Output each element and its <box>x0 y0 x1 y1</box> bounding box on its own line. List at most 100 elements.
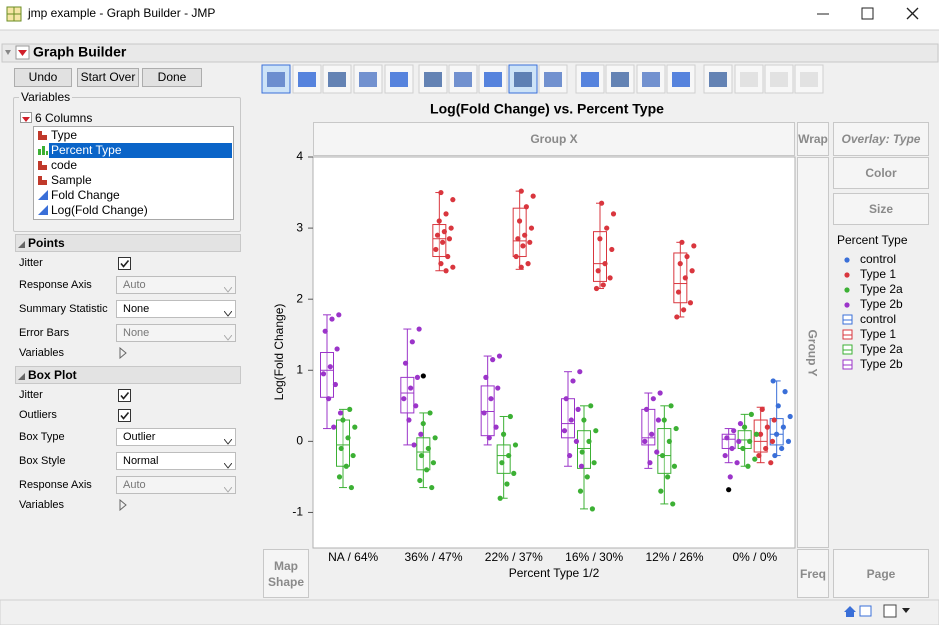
toolbar-icon[interactable] <box>261 64 291 94</box>
outline-disclosure[interactable] <box>5 50 11 55</box>
toolbar-icon[interactable] <box>292 64 322 94</box>
point <box>326 396 332 402</box>
point <box>409 339 415 345</box>
toolbar-icon[interactable] <box>703 64 733 94</box>
expander[interactable] <box>119 498 127 512</box>
toolbar-icon[interactable] <box>794 64 824 94</box>
point <box>731 428 737 434</box>
column-icon <box>37 174 49 186</box>
close-button[interactable] <box>906 7 919 20</box>
point <box>691 243 697 249</box>
checkbox[interactable] <box>118 257 131 270</box>
toolbar-icon[interactable] <box>384 64 414 94</box>
drop-zone[interactable]: Group X <box>313 122 795 156</box>
point <box>433 246 439 253</box>
drop-zone[interactable]: Overlay: Type <box>833 122 929 156</box>
point <box>753 431 760 437</box>
dropdown[interactable]: Normal <box>116 452 236 470</box>
section-toggle[interactable] <box>17 238 26 248</box>
point <box>416 326 422 332</box>
toolbar-icon[interactable] <box>605 64 635 94</box>
toolbar-icon[interactable] <box>353 64 383 94</box>
toolbar-icon[interactable] <box>478 64 508 94</box>
drop-zone[interactable]: Wrap <box>797 122 829 156</box>
point <box>413 403 419 409</box>
drop-zone[interactable]: Page <box>833 549 929 598</box>
dropdown[interactable]: None <box>116 324 236 342</box>
point <box>336 312 342 318</box>
point <box>659 452 666 459</box>
dropdown-arrow <box>223 282 233 293</box>
option-label: Jitter <box>19 389 43 401</box>
point <box>722 452 728 459</box>
point <box>334 346 340 352</box>
dropdown[interactable]: Auto <box>116 276 236 294</box>
dropdown-arrow <box>223 306 233 317</box>
point <box>785 438 792 444</box>
y-tick-label: 4 <box>296 149 303 163</box>
column-icon <box>37 189 49 201</box>
dropdown[interactable]: Outlier <box>116 428 236 446</box>
section-toggle[interactable] <box>17 370 26 380</box>
button[interactable]: Start Over <box>77 68 139 87</box>
toolbar-icon[interactable] <box>418 64 448 94</box>
point <box>522 232 528 238</box>
dropdown[interactable]: None <box>116 300 236 318</box>
point <box>443 268 449 274</box>
toolbar-icon[interactable] <box>666 64 696 94</box>
point <box>741 424 748 430</box>
point <box>527 239 533 245</box>
point <box>561 428 568 434</box>
app-icon <box>6 6 22 22</box>
point <box>523 204 529 210</box>
drop-zone[interactable]: Color <box>833 157 929 189</box>
column-item[interactable]: Fold Change <box>51 188 120 202</box>
x-tick-label: 16% / 30% <box>565 550 623 564</box>
point <box>418 452 425 459</box>
button[interactable]: Done <box>142 68 202 87</box>
icon-glyph <box>800 72 818 87</box>
column-item[interactable]: Percent Type <box>48 142 233 159</box>
toolbar-icon[interactable] <box>764 64 794 94</box>
point <box>575 406 581 412</box>
toolbar-icon[interactable] <box>508 64 538 94</box>
point <box>734 460 740 466</box>
icon-glyph <box>770 72 788 87</box>
point <box>493 424 499 430</box>
point <box>496 353 503 359</box>
column-item[interactable]: Log(Fold Change) <box>51 203 148 217</box>
status-bar <box>0 599 939 625</box>
checkbox[interactable] <box>118 409 131 422</box>
dropdown[interactable]: Auto <box>116 476 236 494</box>
column-item[interactable]: code <box>51 158 78 172</box>
header-bar <box>1 43 939 63</box>
point <box>757 431 764 437</box>
toolbar-icon[interactable] <box>322 64 352 94</box>
button[interactable]: Undo <box>14 68 72 87</box>
toolbar-icon[interactable] <box>538 64 568 94</box>
columns-menu[interactable] <box>20 112 32 123</box>
maximize-button[interactable] <box>861 7 874 20</box>
column-item[interactable]: Sample <box>51 173 92 187</box>
toolbar-icon[interactable] <box>636 64 666 94</box>
toolbar-icon[interactable] <box>734 64 764 94</box>
drop-zone[interactable]: Size <box>833 193 929 225</box>
point <box>661 417 667 423</box>
drop-zone[interactable]: Freq <box>797 549 829 598</box>
toolbar-icon[interactable] <box>575 64 605 94</box>
header-title: Graph Builder <box>33 44 127 60</box>
column-item[interactable]: Type <box>51 128 78 142</box>
icon-frame <box>508 64 538 94</box>
point <box>486 435 492 441</box>
checkbox[interactable] <box>118 389 131 402</box>
drop-zone[interactable]: Map Shape <box>263 549 309 598</box>
point <box>499 460 505 466</box>
point <box>687 300 694 306</box>
toolbar-icon[interactable] <box>448 64 478 94</box>
point <box>573 438 580 444</box>
drop-zone[interactable]: Group Y <box>797 157 829 548</box>
expander[interactable] <box>119 346 127 360</box>
legend-point <box>844 272 850 278</box>
point <box>481 410 487 416</box>
